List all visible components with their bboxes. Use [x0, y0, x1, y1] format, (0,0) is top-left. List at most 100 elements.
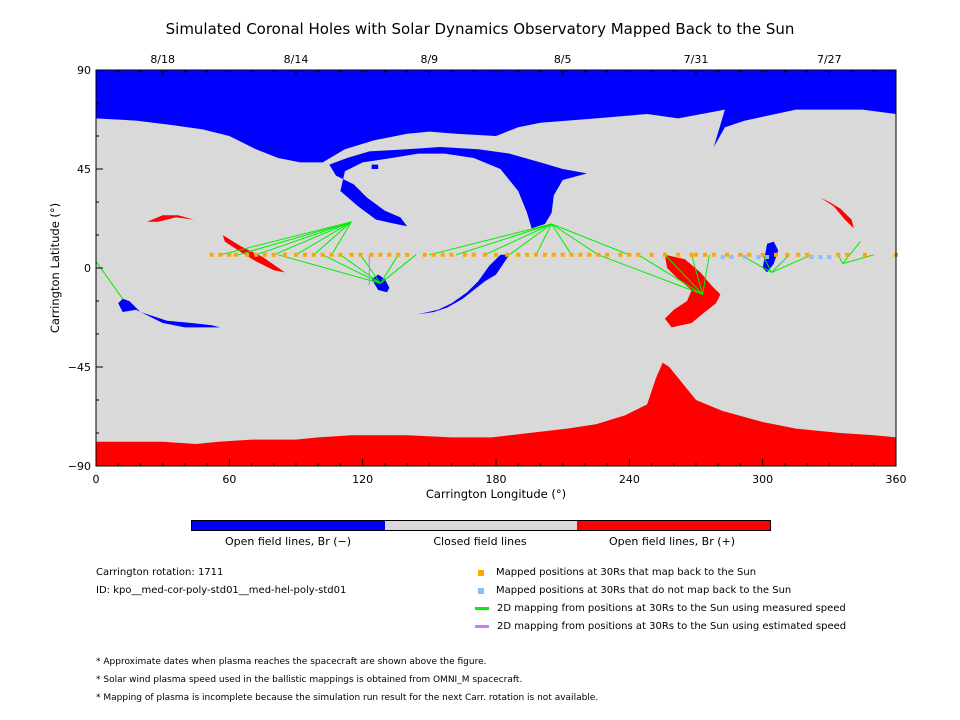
date-tick-label-3: 8/5	[554, 53, 572, 66]
mapped-point-16	[358, 252, 363, 257]
mapped-point-6	[262, 252, 267, 257]
mapped-point-59	[805, 252, 810, 257]
coronal-hole-negative-5	[762, 241, 779, 273]
measured-speed-line-9	[340, 254, 381, 284]
y-tick-label-1: −45	[68, 361, 91, 374]
mapped-point-7	[271, 252, 276, 257]
colorbar-label-closed: Closed field lines	[433, 535, 527, 548]
mapped-point-31	[516, 252, 521, 257]
mapped-point-2	[227, 252, 232, 257]
measured-speed-line-5	[313, 221, 352, 256]
plot-area	[95, 70, 898, 466]
measured-speed-line-12	[380, 254, 417, 284]
mapped-point-23	[431, 252, 436, 257]
coronal-hole-positive-10	[222, 235, 285, 273]
run-id: ID: kpo__med-cor-poly-std01__med-hel-pol…	[96, 585, 347, 596]
y-axis-label: Carrington Latitude (°)	[48, 202, 62, 334]
x-axis-label: Carrington Longitude (°)	[425, 487, 567, 501]
note-1: * Approximate dates when plasma reaches …	[96, 657, 487, 667]
mapped-point-27	[471, 252, 476, 257]
mapped-point-53	[738, 252, 743, 257]
date-tick-label-5: 7/27	[817, 53, 842, 66]
mapped-point-52	[725, 252, 730, 257]
closed-field-background	[96, 70, 896, 466]
measured-speed-line-32	[842, 241, 861, 264]
legend-measured-swatch	[475, 607, 489, 610]
chart-title: Simulated Coronal Holes with Solar Dynam…	[165, 20, 795, 38]
measured-speed-line-7	[278, 254, 381, 284]
mapped-point-40	[596, 252, 601, 257]
mapped-point-51	[711, 252, 716, 257]
x-tick-label-6: 360	[886, 473, 907, 486]
x-tick-label-0: 0	[93, 473, 100, 486]
mapped-point-5	[254, 252, 258, 257]
legend-not-mapped: Mapped positions at 30Rs that do not map…	[475, 585, 791, 596]
measured-speed-line-11	[380, 254, 399, 284]
mapped-point-14	[338, 252, 343, 257]
mapped-point-19	[387, 252, 392, 257]
measured-speed-line-1	[238, 221, 352, 256]
mapped-point-3	[234, 252, 238, 257]
colorbar-closed	[384, 521, 578, 530]
mapped-point-62	[862, 252, 867, 257]
y-tick-label-2: 0	[84, 262, 91, 275]
not-mapped-point-5	[809, 255, 814, 259]
mapped-point-33	[534, 252, 538, 257]
date-tick-label-4: 7/31	[684, 53, 709, 66]
mapped-point-8	[282, 252, 287, 257]
mapped-point-9	[294, 252, 298, 257]
mapped-point-15	[349, 252, 354, 257]
not-mapped-point-3	[756, 255, 761, 259]
mapped-point-45	[649, 252, 654, 257]
legend-mapped: Mapped positions at 30Rs that map back t…	[475, 567, 756, 578]
axes: 0 60 120 180 240 300 360 −90 −45 0 45 90 8/18 8/14 8/9…	[68, 53, 907, 486]
mapped-point-25	[449, 252, 454, 257]
legend-estimated-label: 2D mapping from positions at 30Rs to the…	[497, 621, 847, 632]
plot-frame	[95, 69, 897, 467]
mapped-point-41	[605, 252, 610, 257]
mapped-point-13	[329, 252, 334, 257]
mapped-point-10	[302, 252, 307, 257]
measured-speed-line-10	[360, 254, 381, 284]
measured-speed-line-18	[551, 223, 572, 256]
not-mapped-point-1	[729, 255, 734, 259]
mapped-point-63	[894, 252, 898, 257]
measured-speed-line-31	[842, 254, 874, 265]
measured-speed-line-4	[295, 221, 352, 256]
colorbar-label-negative: Open field lines, Br (−)	[224, 535, 352, 548]
measured-speed-line-3	[273, 221, 352, 256]
measured-speed-line-2	[255, 221, 352, 256]
mapped-point-24	[440, 252, 445, 257]
x-tick-label-1: 60	[222, 473, 236, 486]
measured-speed-line-15	[484, 223, 552, 256]
mapped-point-11	[311, 252, 316, 257]
mapped-point-47	[676, 252, 681, 257]
mapped-point-60	[836, 252, 841, 257]
mapped-point-17	[369, 252, 374, 257]
legend-mapped-label: Mapped positions at 30Rs that map back t…	[496, 567, 757, 578]
coronal-hole-negative-0	[96, 70, 896, 163]
mapped-point-44	[636, 252, 641, 257]
measured-speed-line-23	[664, 254, 704, 295]
measured-speed-line-21	[598, 254, 703, 295]
mapped-point-28	[482, 252, 487, 257]
measured-speed-line-24	[691, 254, 704, 295]
measured-speed-line-28	[771, 254, 790, 273]
mapped-point-30	[505, 252, 510, 257]
date-tick-label-1: 8/14	[284, 53, 309, 66]
measured-speed-line-19	[551, 223, 599, 256]
colorbar-label-positive: Open field lines, Br (+)	[608, 535, 736, 548]
y-tick-label-3: 45	[77, 163, 91, 176]
measured-speed-line-14	[455, 223, 552, 256]
legend-measured: 2D mapping from positions at 30Rs to the…	[475, 603, 846, 614]
date-tick-label-2: 8/9	[420, 53, 438, 66]
not-mapped-point-4	[765, 255, 770, 259]
not-mapped-point-2	[742, 255, 747, 259]
coronal-hole-negative-2	[118, 298, 221, 328]
measured-speed-line-33	[95, 261, 124, 300]
coronal-hole-positive-7	[96, 362, 896, 466]
mapped-point-22	[422, 252, 427, 257]
mapped-point-29	[494, 252, 498, 257]
not-mapped-point-7	[827, 255, 832, 259]
mapped-point-61	[845, 252, 850, 257]
